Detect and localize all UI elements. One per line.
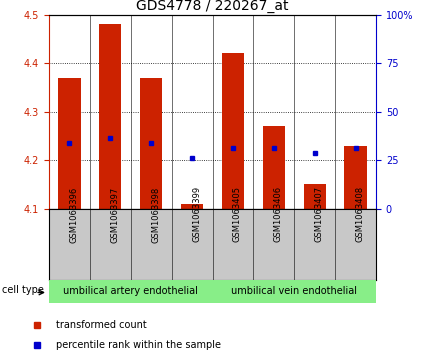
Bar: [99, 24, 122, 209]
Text: GSM1063399: GSM1063399: [192, 186, 201, 242]
Bar: [222, 53, 244, 209]
Text: GSM1063396: GSM1063396: [69, 186, 78, 242]
Bar: [303, 184, 326, 209]
Text: umbilical artery endothelial: umbilical artery endothelial: [63, 286, 198, 296]
Bar: [212, 280, 376, 303]
Text: cell type: cell type: [3, 285, 44, 295]
Text: GSM1063406: GSM1063406: [274, 186, 283, 242]
Title: GDS4778 / 220267_at: GDS4778 / 220267_at: [136, 0, 289, 13]
Text: GSM1063398: GSM1063398: [151, 186, 160, 242]
Text: GSM1063405: GSM1063405: [233, 186, 242, 242]
Bar: [181, 204, 203, 209]
Bar: [344, 146, 367, 209]
Text: GSM1063397: GSM1063397: [110, 186, 119, 242]
Bar: [58, 78, 81, 209]
Text: transformed count: transformed count: [56, 321, 147, 330]
Text: umbilical vein endothelial: umbilical vein endothelial: [231, 286, 357, 296]
Text: GSM1063407: GSM1063407: [315, 186, 324, 242]
Bar: [49, 280, 212, 303]
Text: percentile rank within the sample: percentile rank within the sample: [56, 340, 221, 350]
Text: GSM1063408: GSM1063408: [356, 186, 365, 242]
Bar: [140, 78, 162, 209]
Bar: [263, 126, 285, 209]
